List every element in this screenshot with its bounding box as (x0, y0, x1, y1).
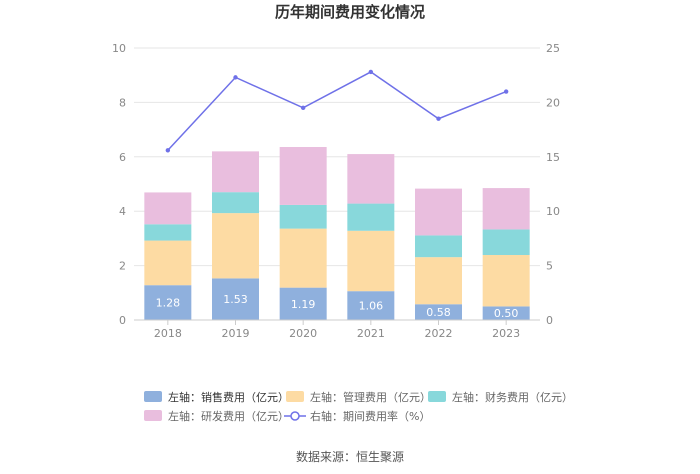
x-tick-label: 2022 (425, 327, 453, 340)
right-tick-label: 10 (546, 205, 560, 218)
left-tick-label: 0 (119, 314, 126, 327)
legend-swatch (428, 391, 446, 402)
bar-segment (482, 254, 530, 307)
bar-segment (279, 204, 327, 229)
bar-segment (212, 151, 259, 193)
bar-segment (212, 192, 259, 214)
bar-segment (279, 287, 327, 320)
bar-segment (415, 188, 462, 236)
legend-label: 左轴：研发费用（亿元） (168, 409, 289, 423)
bar-segment (279, 147, 327, 205)
legend: 左轴：销售费用（亿元） 左轴：管理费用（亿元） 左轴：财务费用（亿元） 左轴：研发费用… (144, 390, 573, 423)
x-tick-label: 2021 (357, 327, 385, 340)
bar-segment (347, 154, 395, 204)
bar-segment (347, 203, 395, 231)
bar-segment (347, 291, 395, 320)
rate-line (165, 69, 509, 153)
left-axis: 0 2 4 6 8 10 (112, 42, 126, 327)
source-note: 数据来源：恒生聚源 (296, 449, 404, 464)
bar-segment (482, 188, 530, 230)
bar-value-label: 1.53 (223, 293, 248, 306)
bar-labels: 1.28 1.53 1.19 1.06 0.58 0.50 (156, 293, 519, 320)
right-tick-label: 5 (546, 260, 553, 273)
bar-segment (482, 229, 530, 255)
bar-value-label: 0.50 (494, 307, 519, 320)
bar-segment (415, 304, 462, 320)
bar-segment (144, 192, 192, 225)
legend-label: 右轴：期间费用率（%） (310, 409, 430, 423)
x-tick-label: 2018 (154, 327, 182, 340)
right-axis: 0 5 10 15 20 25 (546, 42, 560, 327)
line-path (167, 71, 507, 151)
bar-segment (144, 285, 192, 320)
x-tick-label: 2020 (289, 327, 317, 340)
right-tick-label: 0 (546, 314, 553, 327)
line-point (233, 75, 238, 80)
legend-label: 左轴：管理费用（亿元） (310, 390, 431, 404)
bar-segment (279, 228, 327, 288)
bar-value-label: 0.58 (426, 306, 451, 319)
left-tick-label: 6 (119, 151, 126, 164)
bars (144, 147, 530, 320)
bar-segment (415, 235, 462, 258)
left-tick-label: 8 (119, 96, 126, 109)
bar-value-label: 1.19 (291, 298, 316, 311)
right-tick-label: 15 (546, 151, 560, 164)
line-point (436, 116, 441, 121)
bar-segment (347, 230, 395, 292)
legend-line-marker (290, 411, 300, 421)
right-tick-label: 25 (546, 42, 560, 55)
bar-value-label: 1.28 (156, 297, 181, 310)
legend-swatch (144, 410, 162, 421)
x-tick-label: 2019 (222, 327, 250, 340)
grid-lines (134, 47, 540, 267)
legend-label: 左轴：财务费用（亿元） (452, 390, 573, 404)
line-point (300, 105, 306, 111)
bar-segment (144, 240, 192, 286)
line-point (368, 69, 374, 75)
bar-segment (144, 224, 192, 241)
right-tick-label: 20 (546, 96, 560, 109)
left-tick-label: 4 (119, 205, 126, 218)
bar-value-label: 1.06 (359, 300, 384, 313)
bar-segment (415, 257, 462, 305)
left-tick-label: 10 (112, 42, 126, 55)
legend-swatch (286, 391, 304, 402)
line-point (503, 89, 509, 94)
line-point (165, 148, 171, 153)
bar-segment (212, 278, 259, 320)
left-tick-label: 2 (119, 260, 126, 273)
bar-segment (212, 213, 259, 279)
x-axis: 2018 2019 2020 2021 2022 2023 (154, 320, 520, 340)
legend-swatch (144, 391, 162, 402)
legend-label: 左轴：销售费用（亿元） (168, 390, 289, 404)
bar-segment (482, 306, 530, 320)
chart-title: 历年期间费用变化情况 (275, 3, 425, 21)
x-tick-label: 2023 (492, 327, 520, 340)
